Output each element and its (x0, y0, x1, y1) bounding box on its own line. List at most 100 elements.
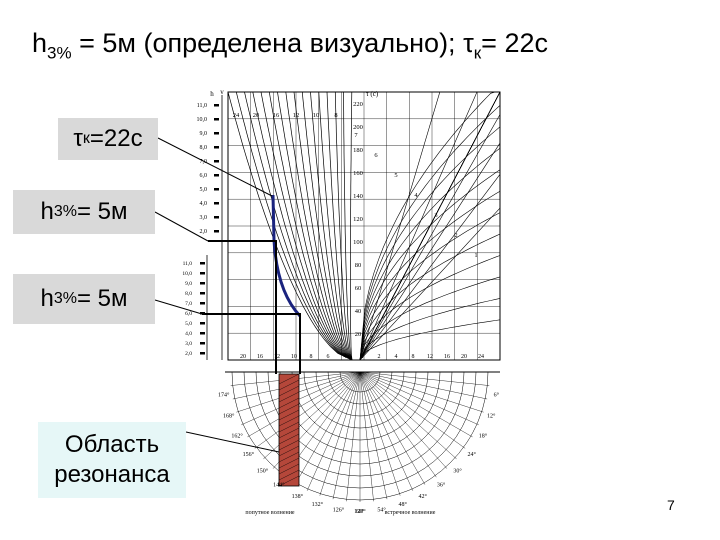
callout-tau: τ к =22с (58, 118, 158, 160)
scale-tick (200, 272, 205, 275)
polar-ray (263, 371, 361, 460)
curve-number: 6 (374, 152, 378, 159)
bottom-row-label: 6 (327, 354, 330, 360)
hatch-line (278, 445, 300, 457)
period-curve (343, 92, 353, 361)
hatch-line (278, 457, 300, 469)
curve-number: 16 (273, 112, 280, 119)
angle-right-label: 42° (418, 493, 427, 500)
page-number: 7 (667, 497, 675, 513)
hatch-line (278, 475, 300, 487)
left-tick-label: 3,0 (200, 215, 208, 221)
curve-number: 2 (454, 232, 457, 239)
reading-line-lower (202, 313, 301, 374)
period-curve (277, 91, 353, 361)
left-tick-label-2: 9,0 (185, 281, 192, 287)
tau-ray (359, 207, 501, 361)
period-curve (350, 91, 353, 361)
scale-tick (214, 160, 219, 163)
angle-right-label: 60° (356, 508, 365, 515)
left-tick-label-2: 3,0 (185, 341, 192, 347)
curve-number: 12 (293, 112, 300, 119)
angle-left-label: 156° (243, 451, 255, 458)
left-tick-label: 6,0 (200, 173, 208, 179)
period-curve (244, 91, 353, 361)
angle-right-label: 36° (437, 482, 446, 489)
scale-tick (214, 146, 219, 149)
left-tick-label-2: 5,0 (185, 321, 192, 327)
hatch-line (278, 463, 300, 475)
curve-number: 8 (334, 112, 337, 119)
hatch-line (278, 469, 300, 481)
hatch-line (278, 451, 300, 463)
tau-tick-label: 100 (353, 239, 363, 246)
angle-left-label: 126° (333, 506, 345, 513)
scale-tick (214, 216, 219, 219)
hatch-line (278, 397, 300, 409)
hatch-line (278, 439, 300, 451)
period-curve (227, 91, 353, 361)
speed-curve (359, 105, 501, 361)
tau-tick-label: 80 (355, 262, 362, 269)
footer-right-label: встречное волнение (385, 510, 436, 516)
hatch-line (278, 433, 300, 445)
hatch-line (278, 415, 300, 427)
curve-number: 20 (253, 112, 260, 119)
period-curve (260, 91, 353, 361)
callout-resonance: Область резонанса (38, 422, 186, 498)
leader-tau (157, 137, 273, 197)
reading-line-upper (208, 240, 277, 374)
callout-h-lower: h 3% = 5м (13, 274, 155, 324)
bottom-row-label: 8 (412, 354, 415, 360)
speed-curve (359, 298, 501, 361)
bottom-row-label: 12 (274, 354, 280, 360)
angle-right-label: 54° (377, 506, 386, 513)
axis-v-label: v (220, 88, 224, 96)
polar-ray (359, 371, 414, 491)
speed-curve (359, 148, 501, 361)
scale-tick (200, 342, 205, 345)
axis-tau-label: τ (c) (366, 90, 379, 98)
left-tick-label-2: 6,0 (185, 311, 192, 317)
tau-ray (359, 91, 478, 361)
speed-curve (359, 233, 501, 361)
polar-ray (319, 371, 361, 496)
angle-right-label: 24° (467, 451, 476, 458)
tau-tick-label: 160 (353, 170, 363, 177)
bottom-row-label: 2 (378, 354, 381, 360)
leader-h-upper (154, 211, 209, 242)
curve-number: 4 (414, 192, 418, 199)
angle-left-label: 174° (218, 392, 230, 399)
bottom-row-label: 2 (361, 354, 364, 360)
hatch-line (278, 385, 300, 397)
curve-number: 1 (474, 252, 477, 259)
scale-tick (200, 332, 205, 335)
speed-curve (359, 319, 501, 361)
polar-ray (332, 371, 361, 500)
slide-title: h3% = 5м (определена визуально); τк= 22с (32, 28, 548, 63)
period-curve (334, 91, 353, 361)
polar-ray (359, 371, 473, 438)
period-curve (310, 91, 353, 361)
hatch-line (278, 373, 300, 385)
tau-tick-label: 20 (355, 331, 362, 338)
angle-left-label: 144° (273, 482, 285, 489)
hatch-line (278, 409, 300, 421)
left-tick-label: 10,0 (197, 117, 208, 123)
left-tick-label: 8,0 (200, 145, 208, 151)
scale-tick (200, 282, 205, 285)
bottom-row-label: 4 (344, 354, 347, 360)
polar-ray (359, 371, 490, 386)
period-curve (252, 91, 353, 361)
bottom-row-label: 8 (310, 354, 313, 360)
bottom-row-label: 20 (240, 354, 246, 360)
scale-tick (214, 118, 219, 121)
left-tick-label-2: 4,0 (185, 331, 192, 337)
tau-ray (359, 142, 501, 361)
scale-tick (200, 262, 205, 265)
tau-tick-label: 220 (353, 101, 363, 108)
left-tick-label: 9,0 (200, 131, 208, 137)
speed-curve (359, 276, 501, 361)
hatch-line (278, 379, 300, 391)
polar-ray (254, 371, 361, 449)
